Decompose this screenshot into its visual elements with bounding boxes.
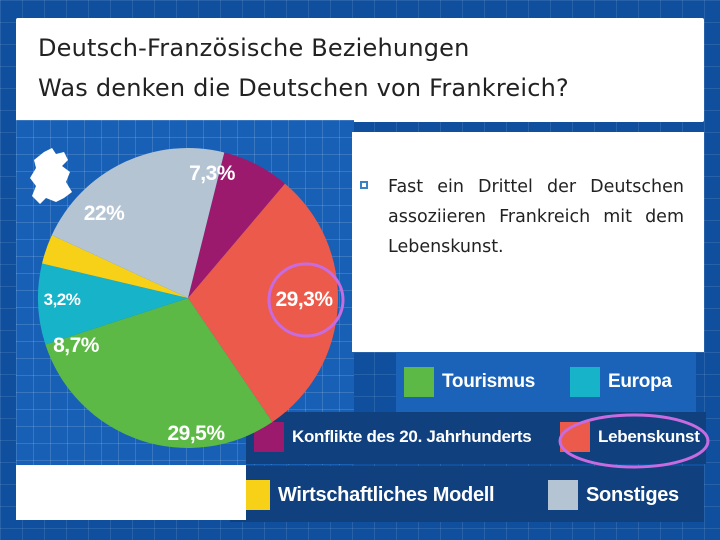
pie-slice-tourismus — [45, 298, 273, 448]
legend-row-3-background — [230, 466, 704, 522]
legend-item-lebenskunst: Lebenskunst — [560, 422, 700, 452]
highlight-ring-legend — [558, 413, 710, 469]
legend-swatch-europa — [570, 367, 600, 397]
highlight-ring-slice — [267, 262, 345, 338]
pie-label-tourismus: 29,5% — [167, 422, 225, 445]
legend-label-tourismus: Tourismus — [442, 371, 536, 392]
legend-item-wirtschaft: Wirtschaftliches Modell — [240, 480, 495, 510]
legend-row-2-background — [246, 412, 706, 464]
legend-label-sonstiges: Sonstiges — [586, 483, 679, 506]
legend-item-sonstiges: Sonstiges — [548, 480, 679, 510]
bottom-left-blank — [16, 465, 246, 520]
pie-slice-sonstiges — [51, 148, 225, 298]
legend-label-europa: Europa — [608, 371, 672, 392]
pie-label-lebenskunst: 29,3% — [275, 288, 333, 311]
pie-label-europa: 8,7% — [53, 334, 100, 357]
bullet-text: Fast ein Drittel der Deutschen assoziier… — [388, 177, 684, 257]
legend-item-konflikte: Konflikte des 20. Jahrhunderts — [254, 422, 532, 452]
legend-item-tourismus: Tourismus — [404, 367, 535, 397]
title-box: Deutsch-Französische Beziehungen Was den… — [16, 18, 704, 122]
legend-label-lebenskunst: Lebenskunst — [598, 427, 700, 446]
pie-slice-europa — [38, 263, 188, 345]
slide-title-line-2: Was denken die Deutschen von Frankreich? — [38, 74, 569, 102]
pie-label-sonstiges: 22% — [84, 202, 125, 225]
bullet-box — [352, 132, 704, 352]
bullet-square-icon — [360, 181, 368, 189]
legend-item-europa: Europa — [570, 367, 672, 397]
legend-label-konflikte: Konflikte des 20. Jahrhunderts — [292, 427, 532, 446]
slide-title-line-1: Deutsch-Französische Beziehungen — [38, 34, 470, 62]
legend-label-wirtschaft: Wirtschaftliches Modell — [278, 483, 495, 506]
pie-slice-wirtschaftliches-modell — [42, 235, 188, 298]
legend-swatch-sonstiges — [548, 480, 578, 510]
germany-map-icon — [30, 148, 72, 204]
legend-swatch-tourismus — [404, 367, 434, 397]
pie-slice-konflikte-des-20-jahrhunderts — [188, 152, 285, 298]
legend-swatch-lebenskunst — [560, 422, 590, 452]
pie-slice-lebenskunst — [188, 183, 338, 423]
pie-label-wirtschaftliches-modell: 3,2% — [44, 290, 81, 309]
pie-label-konflikte-des-20-jahrhunderts: 7,3% — [189, 162, 236, 185]
legend-background — [396, 352, 696, 412]
